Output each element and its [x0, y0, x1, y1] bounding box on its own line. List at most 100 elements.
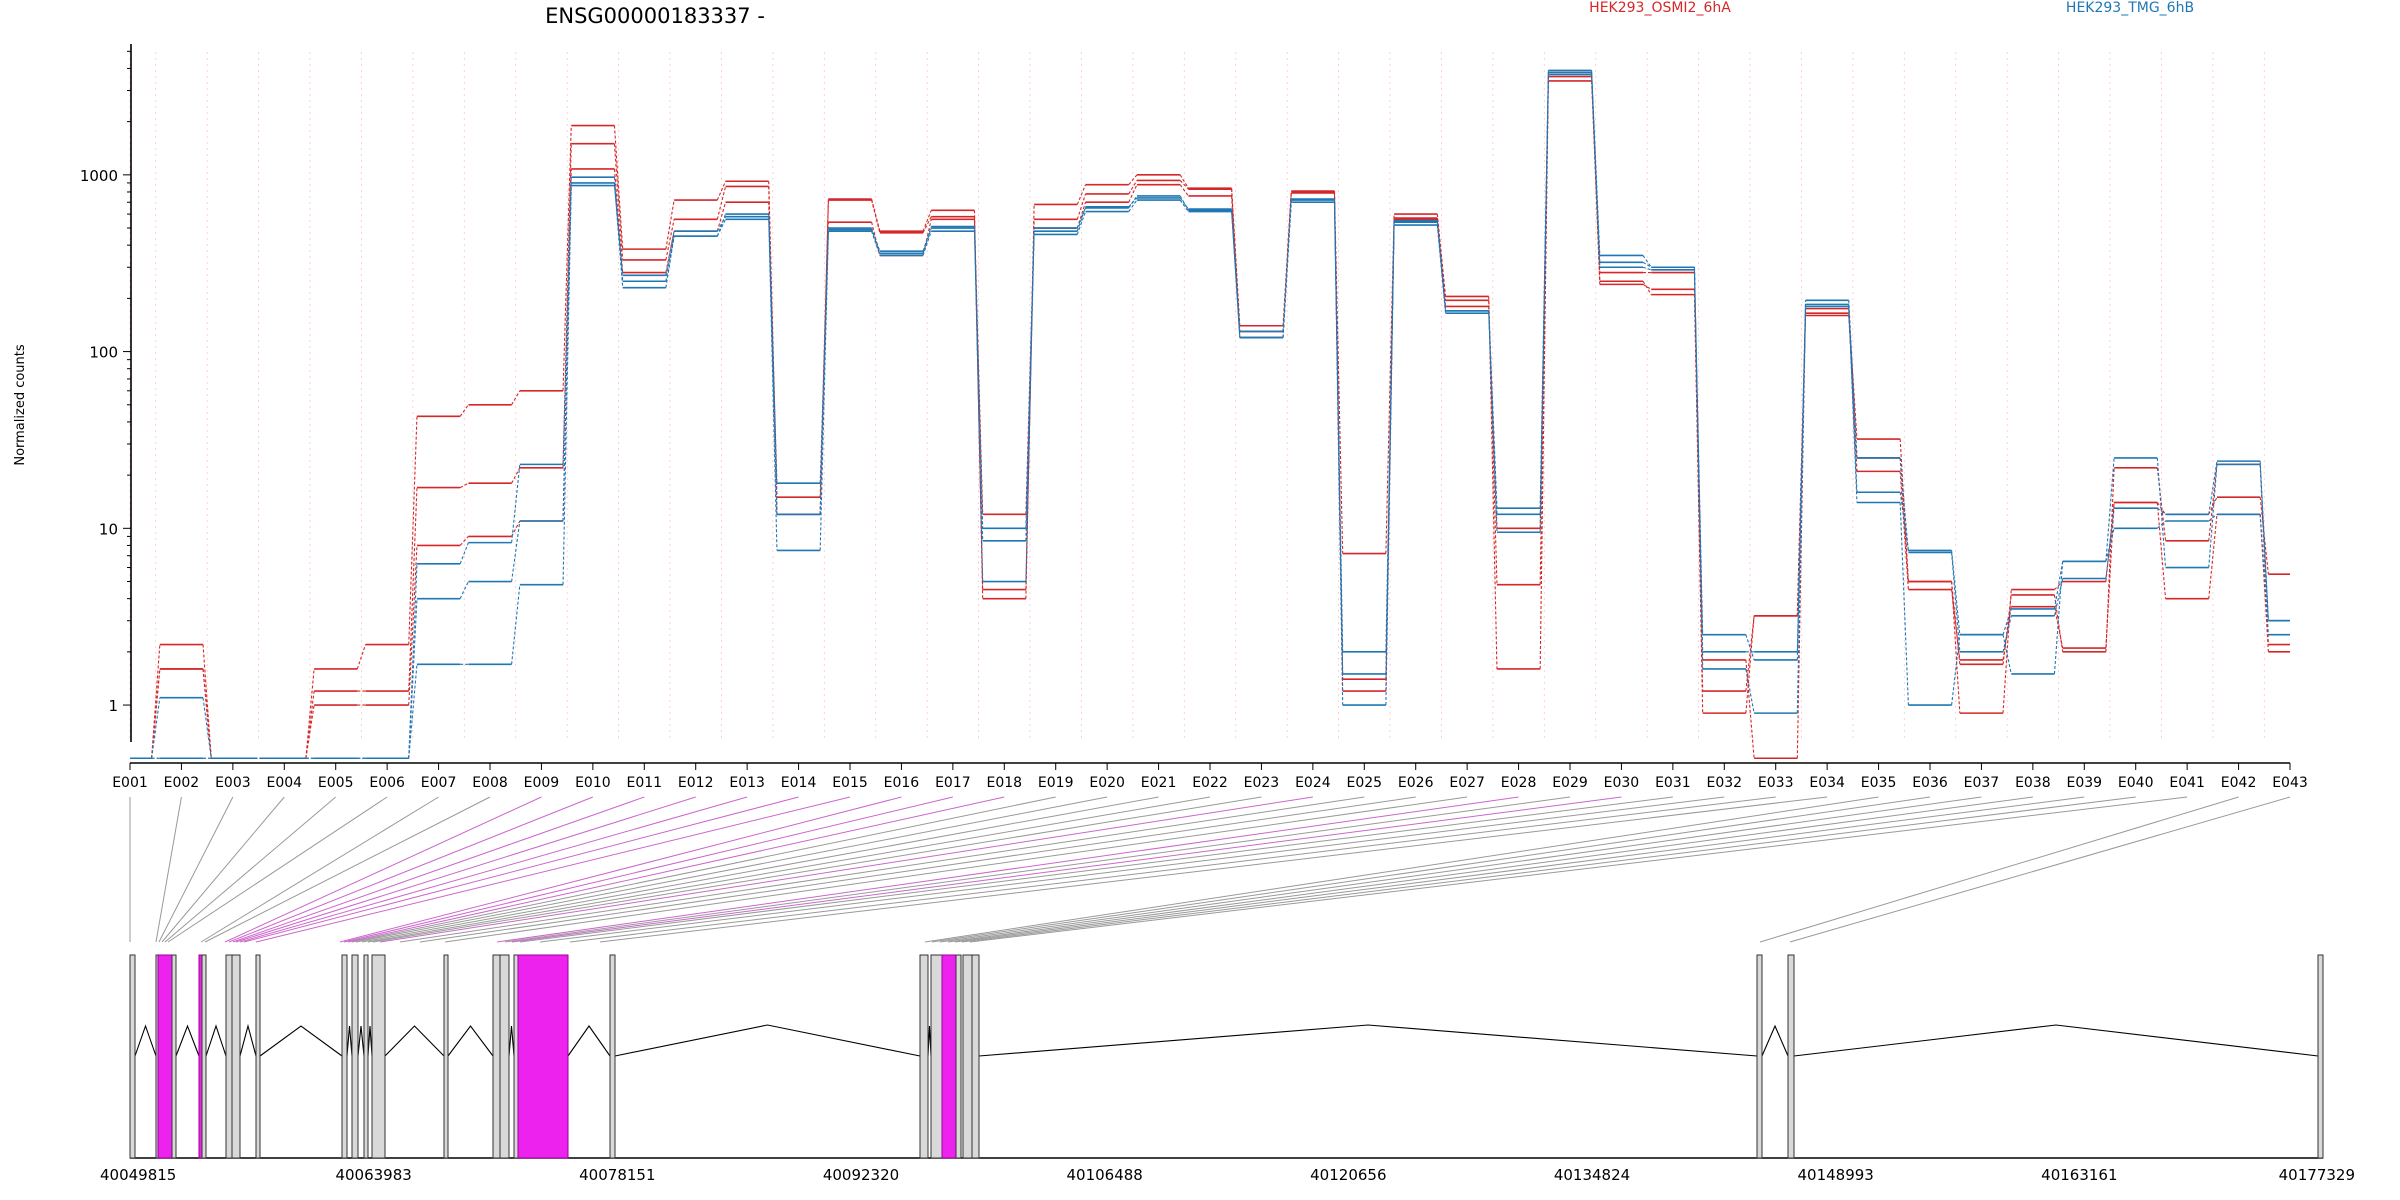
x-tick-label-e030: E030: [1604, 775, 1640, 791]
series-5-connector: [511, 520, 521, 582]
exon-block: [492, 954, 501, 1159]
x-tick-label-e043: E043: [2272, 775, 2308, 791]
exon-block: [201, 954, 207, 1159]
series-3-connector: [922, 219, 932, 256]
series-1-connector: [2105, 502, 2115, 582]
series-2-connector: [1745, 615, 1755, 692]
x-tick-label-e018: E018: [986, 775, 1022, 791]
exon-block: [171, 954, 177, 1159]
series-1-connector: [1539, 76, 1549, 669]
series-4-connector: [1951, 552, 1961, 652]
series-6-connector: [1385, 222, 1395, 674]
series-5-connector: [1076, 211, 1087, 235]
series-6-connector: [1796, 306, 1807, 660]
series-2: [130, 71, 2290, 760]
series-3-connector: [2002, 606, 2012, 661]
x-tick-label-e015: E015: [832, 775, 868, 791]
series-3: [130, 80, 2290, 760]
exon-block: [955, 954, 962, 1159]
series-6-connector: [1642, 266, 1652, 271]
series-4-connector: [1076, 207, 1087, 229]
intron-line: [447, 1025, 494, 1057]
series-5-connector: [1693, 267, 1704, 669]
series-5-connector: [1848, 304, 1858, 493]
series-5-connector: [1539, 74, 1549, 533]
series-4-connector: [511, 464, 521, 543]
series-5-connector: [1591, 74, 1601, 263]
exon-block: [609, 954, 616, 1159]
series-2-connector: [922, 216, 932, 234]
y-axis: 1 10 100 1000: [80, 44, 132, 742]
intron-line: [205, 1024, 227, 1057]
series-3-connector: [1899, 471, 1909, 590]
series-3-connector: [511, 520, 521, 537]
series-6-connector: [408, 664, 418, 759]
y-tick-label: 1: [108, 697, 118, 715]
x-tick-label-e004: E004: [266, 775, 302, 791]
series-6-connector: [665, 231, 675, 276]
exon-block: [930, 954, 943, 1159]
y-tick-label: 100: [89, 344, 118, 362]
series-6-connector: [716, 216, 727, 232]
series-1-connector: [511, 390, 521, 406]
series-5-connector: [716, 219, 727, 237]
series-2-connector: [2208, 464, 2218, 541]
exon-connector-lines: [129, 796, 2291, 943]
series-5-connector: [922, 231, 932, 256]
series-3-connector: [1179, 184, 1189, 197]
series-6-connector: [613, 185, 624, 276]
exon-connector-line-e009: [224, 796, 542, 943]
intron-line: [978, 1024, 1758, 1057]
series-4-connector: [2259, 461, 2269, 621]
series-4-connector: [202, 697, 212, 759]
series-4-connector: [151, 697, 161, 759]
exon-block: [2317, 954, 2324, 1159]
exon-connector-line-e017: [343, 796, 953, 943]
x-tick-label-e042: E042: [2221, 775, 2257, 791]
intron-line: [134, 1024, 157, 1057]
x-tick-label-e041: E041: [2169, 775, 2205, 791]
x-tick-label-e008: E008: [472, 775, 508, 791]
y-axis-label: Normalized counts: [13, 344, 28, 466]
exon-connector-line-e005: [164, 796, 337, 943]
series-3-connector: [716, 202, 727, 232]
x-tick-label-e021: E021: [1141, 775, 1177, 791]
series-6-connector: [819, 229, 829, 515]
series-4-connector: [665, 236, 675, 282]
x-tick-label-e032: E032: [1706, 775, 1742, 791]
series-1-connector: [613, 125, 624, 250]
x-tick-label-e001: E001: [112, 775, 148, 791]
series-4-connector: [1796, 300, 1807, 652]
series-6-connector: [1128, 197, 1138, 208]
exon-block: [351, 954, 359, 1159]
series-1-connector: [1951, 581, 1961, 714]
exon-connector-line-e042: [1759, 796, 2239, 943]
exon-connector-line-e034: [599, 796, 1828, 943]
genomic-coordinate-axis: 40049815 40063983 40078151 40092320 40106488…: [100, 1166, 2355, 1184]
coordinate-label: 40063983: [335, 1166, 411, 1184]
x-tick-label-e026: E026: [1398, 775, 1434, 791]
series-5-connector: [1488, 313, 1498, 533]
series-6-connector: [1282, 200, 1292, 338]
series-5-connector: [2002, 608, 2012, 635]
exon-connector-line-e016: [339, 796, 902, 943]
x-tick-label-e002: E002: [164, 775, 200, 791]
series-3-connector: [2053, 606, 2064, 649]
series-6-connector: [871, 229, 881, 254]
series-5-connector: [459, 581, 469, 599]
highlighted-exon-block: [157, 954, 173, 1159]
coordinate-label: 40120656: [1310, 1166, 1386, 1184]
x-tick-label-e011: E011: [626, 775, 662, 791]
series-4-connector: [1179, 195, 1189, 211]
series-5-connector: [871, 231, 881, 256]
x-tick-label-e025: E025: [1346, 775, 1382, 791]
exon-block: [971, 954, 980, 1159]
y-tick-label: 10: [99, 520, 118, 538]
exon-connector-line-e008: [204, 796, 491, 943]
intron-line: [614, 1024, 921, 1057]
x-axis: E001 E002 E003 E004 E005 E006 E007 E008 E009 E010…: [112, 762, 2308, 791]
x-tick-label-e005: E005: [318, 775, 354, 791]
x-tick-label-e038: E038: [2015, 775, 2051, 791]
coordinate-label: 40148993: [1797, 1166, 1873, 1184]
series-6-connector: [1179, 197, 1189, 210]
